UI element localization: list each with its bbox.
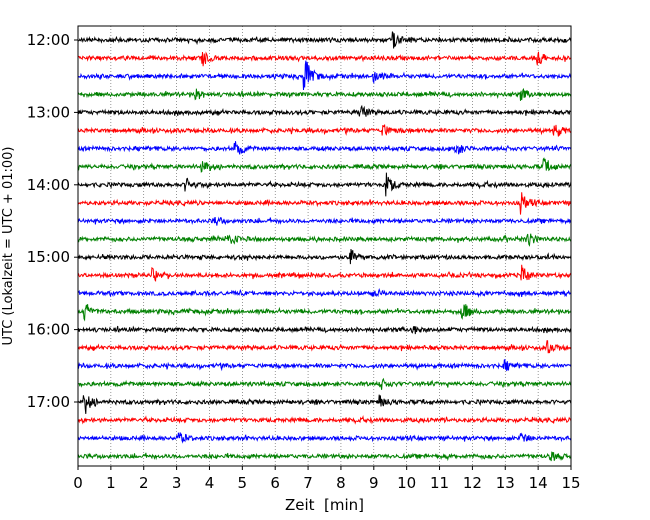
x-tick-label: 5 [238, 474, 248, 492]
trace-5 [77, 124, 572, 137]
x-tick-label: 0 [73, 474, 83, 492]
trace-6 [77, 141, 572, 155]
trace-23 [77, 451, 572, 462]
x-tick-label: 9 [369, 474, 379, 492]
trace-12 [77, 248, 572, 265]
trace-3 [77, 87, 572, 101]
seismic-traces [77, 31, 572, 462]
x-tick-label: 12 [463, 474, 482, 492]
trace-15 [77, 304, 572, 322]
y-axis-label: UTC (Lokalzeit = UTC + 01:00) [1, 147, 16, 346]
trace-10 [77, 216, 572, 226]
x-tick-label: 6 [270, 474, 280, 492]
x-tick-label: 10 [397, 474, 416, 492]
trace-21 [77, 415, 572, 425]
vertical-grid [110, 26, 539, 466]
trace-0 [77, 31, 572, 49]
x-tick-label: 8 [336, 474, 346, 492]
trace-7 [77, 157, 572, 173]
x-tick-label: 1 [106, 474, 116, 492]
y-tick-label: 16:00 [27, 321, 70, 339]
y-tick-label: 17:00 [27, 393, 70, 411]
x-tick-label: 2 [139, 474, 149, 492]
trace-19 [77, 377, 572, 390]
plot-frame [77, 25, 572, 467]
trace-22 [77, 432, 572, 444]
trace-13 [77, 264, 572, 282]
y-tick-label: 13:00 [27, 103, 70, 121]
y-tick-label: 14:00 [27, 176, 70, 194]
trace-11 [77, 233, 572, 247]
trace-1 [77, 51, 572, 67]
trace-20 [77, 394, 572, 414]
trace-17 [77, 340, 572, 354]
trace-4 [77, 104, 572, 117]
x-tick-label: 3 [172, 474, 182, 492]
trace-16 [77, 325, 572, 335]
trace-2 [77, 60, 572, 91]
x-tick-label: 11 [430, 474, 449, 492]
trace-9 [77, 192, 572, 215]
x-tick-label: 13 [496, 474, 515, 492]
x-tick-label: 4 [205, 474, 215, 492]
x-axis-label: Zeit [min] [285, 496, 364, 514]
trace-18 [77, 358, 572, 372]
trace-8 [77, 172, 572, 197]
x-tick-label: 7 [303, 474, 313, 492]
y-tick-label: 15:00 [27, 248, 70, 266]
x-tick-label: 14 [529, 474, 548, 492]
x-axis-ticks: 0 1 2 3 4 5 6 7 8 9 10 11 12 13 14 15 [73, 466, 581, 492]
y-tick-label: 12:00 [27, 31, 70, 49]
trace-14 [77, 288, 572, 298]
y-axis-ticks: 12:00 13:00 14:00 15:00 16:00 17:00 [27, 31, 78, 411]
x-tick-label: 15 [561, 474, 580, 492]
